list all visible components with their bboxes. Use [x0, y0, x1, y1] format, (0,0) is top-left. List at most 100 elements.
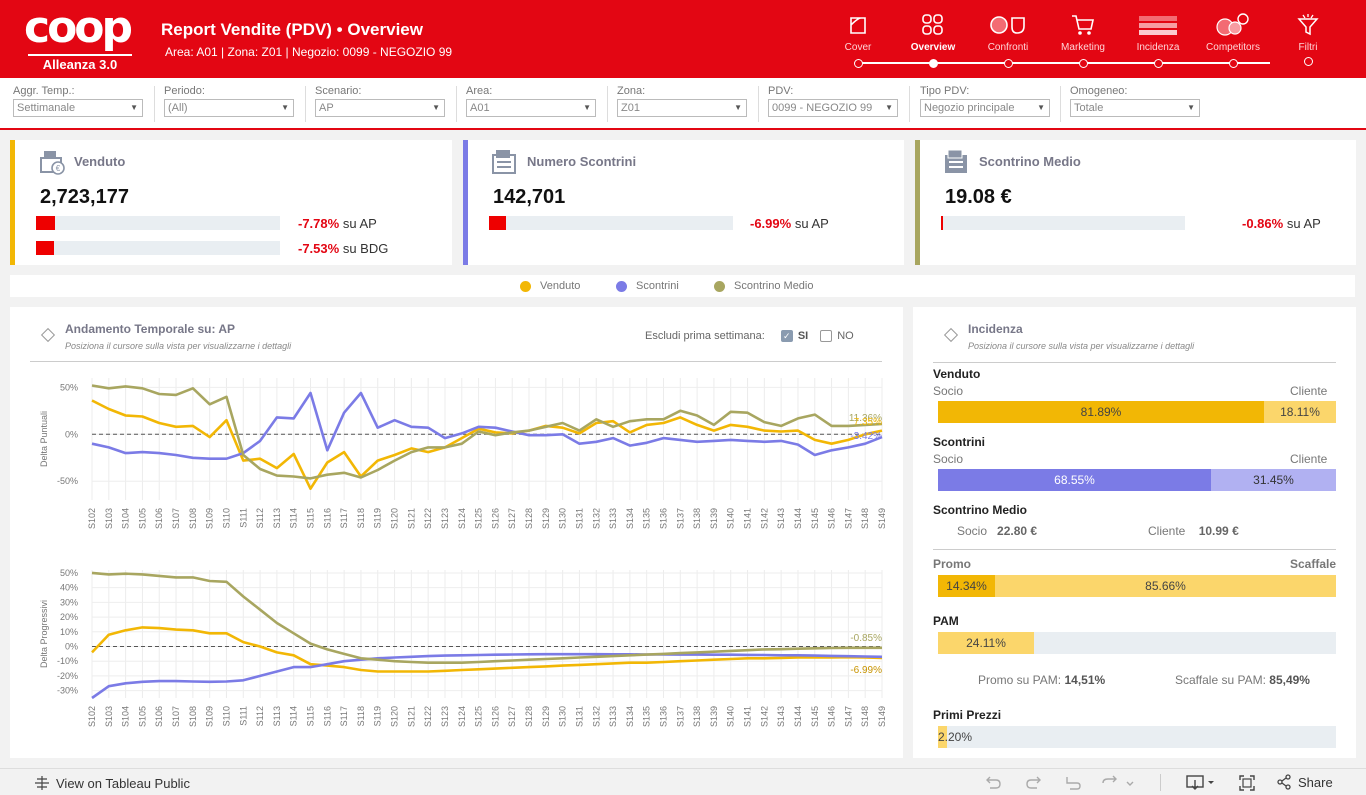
y-tick-label: 50% — [60, 568, 78, 578]
x-tick-label: S145 — [810, 706, 820, 727]
nav-cover[interactable]: Cover — [820, 10, 896, 68]
nav-line — [858, 62, 1270, 64]
x-tick-label: S108 — [188, 508, 198, 529]
view-on-tableau-link[interactable]: View on Tableau Public — [34, 775, 190, 791]
filter-tipo-pdv[interactable]: Tipo PDV: Negozio principale ▼ — [920, 85, 1050, 117]
filter-select[interactable]: (All) ▼ — [164, 99, 294, 117]
venduto-cliente-bar[interactable]: 18.11% — [1264, 401, 1336, 423]
filter-select[interactable]: Totale ▼ — [1070, 99, 1200, 117]
kpi-fill — [36, 216, 55, 230]
filter-divider — [758, 86, 759, 122]
bar-value: 85.66% — [1145, 579, 1186, 593]
legend-item-scontrino-medio[interactable]: Scontrino Medio — [714, 280, 814, 292]
x-tick-label: S131 — [574, 706, 584, 727]
undo-icon[interactable] — [984, 775, 1002, 791]
scontrini-socio-bar[interactable]: 68.55% — [938, 469, 1211, 491]
filter-area[interactable]: Area: A01 ▼ — [466, 85, 596, 117]
kpi-delta: -7.78% su AP — [298, 216, 377, 231]
filter-aggr-temp[interactable]: Aggr. Temp.: Settimanale ▼ — [13, 85, 143, 117]
x-tick-label: S144 — [793, 706, 803, 727]
filter-divider — [154, 86, 155, 122]
competitors-icon — [1216, 13, 1249, 36]
nav-confronti-dot — [1003, 59, 1013, 68]
x-tick-label: S118 — [356, 508, 366, 528]
x-tick-label: S136 — [658, 706, 668, 727]
x-tick-label: S120 — [390, 508, 400, 529]
dropdown-arrow-icon: ▼ — [1187, 103, 1195, 112]
filter-select[interactable]: 0099 - NEGOZIO 99 ▼ — [768, 99, 898, 117]
filter-select[interactable]: Settimanale ▼ — [13, 99, 143, 117]
nav-overview-label: Overview — [910, 42, 956, 53]
filter-select[interactable]: Negozio principale ▼ — [920, 99, 1050, 117]
filter-value: AP — [319, 102, 334, 114]
exclude-label: Escludi prima settimana: — [645, 330, 765, 342]
series-line-scontrino-medio[interactable] — [91, 384, 883, 480]
filter-scenario[interactable]: Scenario: AP ▼ — [315, 85, 445, 117]
filter-select[interactable]: AP ▼ — [315, 99, 445, 117]
kpi-card-venduto: € Venduto 2,723,177 -7.78% su AP -7.53% … — [10, 140, 452, 265]
series-line-venduto[interactable] — [91, 626, 883, 673]
x-tick-label: S140 — [726, 508, 736, 529]
filter-pdv[interactable]: PDV: 0099 - NEGOZIO 99 ▼ — [768, 85, 898, 117]
chart-delta-puntuali[interactable]: 50% 0% -50% Delta Puntuali S102 S103 S104 S105 S… — [30, 370, 890, 550]
checkbox-si[interactable]: ✓ — [780, 330, 793, 342]
series-line-scontrini[interactable] — [91, 652, 883, 700]
panel-divider — [30, 361, 882, 362]
kpi-value: 19.08 € — [945, 186, 1012, 208]
redo-icon[interactable] — [1025, 775, 1043, 791]
end-value-label: -0.85% — [850, 633, 882, 644]
venduto-socio-bar[interactable]: 81.89% — [938, 401, 1264, 423]
x-tick-label: S119 — [373, 706, 383, 726]
exclude-first-week: Escludi prima settimana: ✓ SI NO — [645, 330, 854, 342]
filter-select[interactable]: Z01 ▼ — [617, 99, 747, 117]
refresh-dropdown-icon[interactable] — [1100, 775, 1136, 791]
x-tick-label: S102 — [87, 706, 97, 727]
scaffale-bar[interactable]: 85.66% — [995, 575, 1336, 597]
filter-omogeneo[interactable]: Omogeneo: Totale ▼ — [1070, 85, 1200, 117]
panel-divider — [933, 362, 1336, 363]
filter-value: Z01 — [621, 102, 640, 114]
download-icon[interactable] — [1185, 774, 1217, 792]
nav-filtri[interactable]: Filtri — [1270, 10, 1346, 66]
primi-prezzi-track — [938, 726, 1336, 748]
scontrini-cliente-bar[interactable]: 31.45% — [1211, 469, 1336, 491]
filter-select[interactable]: A01 ▼ — [466, 99, 596, 117]
kpi-value: 2,723,177 — [40, 186, 129, 208]
nav-marketing[interactable]: Marketing — [1045, 10, 1121, 68]
share-button[interactable]: Share — [1276, 774, 1333, 790]
series-line-venduto[interactable] — [91, 399, 883, 490]
incidenza-subtitle: Posiziona il cursore sulla vista per vis… — [968, 341, 1195, 351]
option-no-label: NO — [837, 330, 854, 342]
kpi-card-scontrino-medio: Scontrino Medio 19.08 € -0.86% su AP — [915, 140, 1356, 265]
nav-incidenza[interactable]: Incidenza — [1120, 10, 1196, 68]
coop-logo[interactable]: coop Alleanza 3.0 — [24, 6, 136, 73]
promo-bar[interactable]: 14.34% — [938, 575, 995, 597]
nav-competitors[interactable]: Competitors — [1195, 10, 1271, 68]
checkbox-no[interactable] — [820, 330, 833, 342]
fullscreen-icon[interactable] — [1238, 774, 1256, 792]
nav-confronti[interactable]: Confronti — [970, 10, 1046, 68]
revert-icon[interactable] — [1064, 775, 1082, 791]
legend-item-scontrini[interactable]: Scontrini — [616, 280, 679, 292]
legend-item-venduto[interactable]: Venduto — [520, 280, 580, 292]
nav-overview[interactable]: Overview — [895, 10, 971, 68]
bar-value: 31.45% — [1253, 473, 1294, 487]
x-tick-label: S140 — [726, 706, 736, 727]
pam-bar[interactable]: 24.11% — [938, 632, 1034, 654]
cover-icon — [850, 17, 866, 34]
x-tick-label: S147 — [843, 706, 853, 727]
filter-divider — [607, 86, 608, 122]
primi-prezzi-bar[interactable]: 2.20% — [938, 726, 972, 748]
x-tick-label: S123 — [440, 508, 450, 529]
y-tick-label: 40% — [60, 583, 78, 593]
chart-delta-progressivi[interactable]: 50% 40% 30% 20% 10% 0% -10% -20% -30% Delta Progr… — [30, 565, 890, 745]
series-line-scontrini[interactable] — [91, 391, 883, 460]
x-tick-label: S143 — [776, 508, 786, 529]
legend-label: Venduto — [540, 280, 581, 292]
kpi-title: Scontrino Medio — [979, 154, 1081, 169]
dropdown-arrow-icon: ▼ — [432, 103, 440, 112]
filter-periodo[interactable]: Periodo: (All) ▼ — [164, 85, 294, 117]
series-line-scontrino-medio[interactable] — [91, 571, 882, 664]
kpi-delta-suffix: su AP — [1286, 216, 1321, 231]
filter-zona[interactable]: Zona: Z01 ▼ — [617, 85, 747, 117]
